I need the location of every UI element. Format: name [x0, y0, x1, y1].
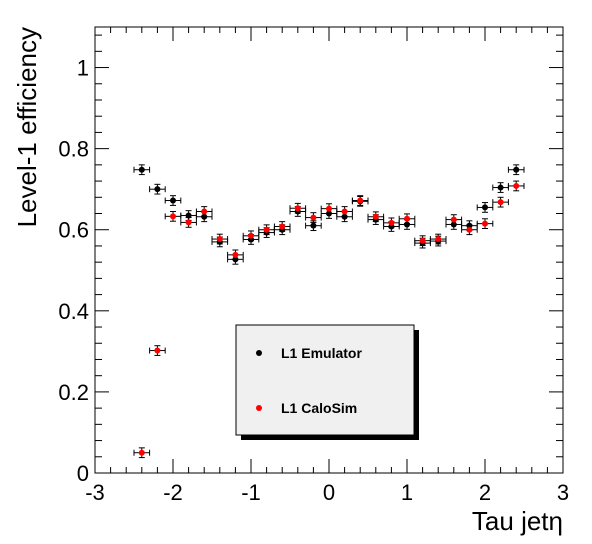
legend-marker-calosim — [256, 405, 262, 411]
x-tick-label: 0 — [323, 480, 335, 505]
x-tick-label: -2 — [163, 480, 183, 505]
data-point — [435, 236, 442, 243]
data-point — [388, 219, 395, 226]
data-point — [450, 216, 457, 223]
data-point — [341, 208, 348, 215]
data-point — [404, 221, 410, 228]
y-tick-label: 1 — [77, 56, 89, 81]
data-point — [263, 226, 270, 233]
data-point — [138, 166, 145, 173]
data-points — [133, 164, 525, 459]
data-point — [170, 213, 176, 220]
data-point — [326, 205, 332, 212]
data-point — [513, 182, 520, 189]
data-point — [154, 186, 161, 193]
data-point — [232, 251, 239, 258]
x-tick-label: 3 — [557, 480, 569, 505]
data-point — [404, 215, 410, 222]
y-tick-label: 0.8 — [58, 137, 89, 162]
data-point — [185, 212, 192, 219]
data-point — [248, 232, 254, 239]
data-point — [482, 204, 488, 211]
series-calosim — [133, 180, 525, 459]
data-point — [372, 213, 379, 220]
data-point — [201, 208, 208, 215]
data-point — [357, 197, 364, 204]
data-point — [138, 449, 145, 456]
data-point — [310, 214, 317, 221]
data-point — [310, 222, 317, 229]
legend-label-emulator: L1 Emulator — [281, 345, 362, 361]
legend-box — [235, 324, 415, 436]
data-point — [419, 237, 426, 244]
x-tick-label: 2 — [479, 480, 491, 505]
data-point — [279, 223, 286, 230]
data-point — [154, 347, 161, 354]
data-point — [497, 184, 504, 191]
data-point — [513, 166, 520, 173]
data-point — [466, 226, 473, 233]
legend-label-calosim: L1 CaloSim — [281, 400, 357, 416]
data-point — [497, 199, 504, 206]
x-axis-label: Tau jetη — [472, 506, 563, 536]
data-point — [170, 197, 176, 204]
legend: L1 Emulator L1 CaloSim — [235, 324, 419, 440]
data-point — [482, 220, 488, 227]
x-tick-label: -3 — [85, 480, 105, 505]
x-tick-label: 1 — [401, 480, 413, 505]
data-point — [185, 219, 192, 226]
y-axis-label: Level-1 efficiency — [12, 27, 42, 227]
y-tick-labels: 0 0.2 0.4 0.6 0.8 1 — [58, 56, 89, 486]
data-point — [294, 205, 301, 212]
y-tick-label: 0.2 — [58, 380, 89, 405]
data-point — [216, 236, 223, 243]
x-tick-label: -1 — [241, 480, 261, 505]
legend-marker-emulator — [256, 350, 262, 356]
y-tick-label: 0.6 — [58, 218, 89, 243]
x-tick-labels: -3 -2 -1 0 1 2 3 — [85, 480, 569, 505]
y-tick-label: 0 — [77, 461, 89, 486]
y-tick-label: 0.4 — [58, 299, 89, 324]
axis-ticks — [94, 27, 564, 474]
